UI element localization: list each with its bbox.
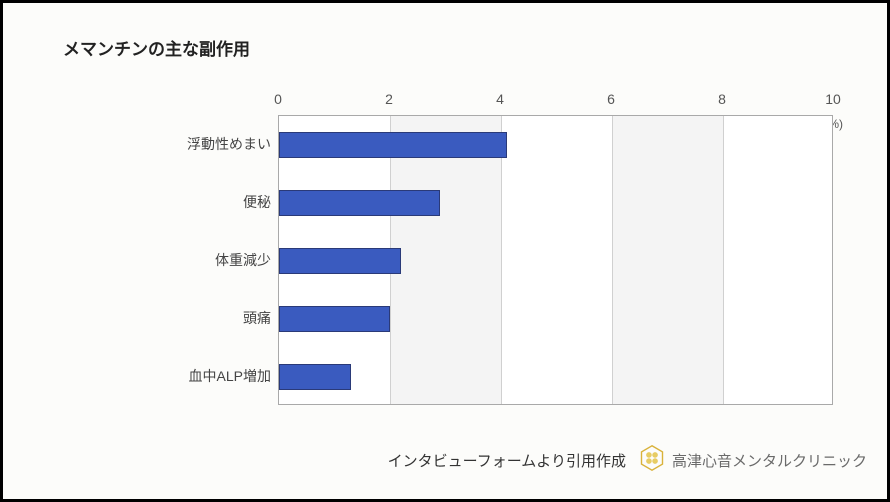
slide-title: メマンチンの主な副作用: [63, 35, 250, 60]
xtick-label: 8: [718, 91, 726, 107]
xtick-label: 2: [385, 91, 393, 107]
footer: インタビューフォームより引用作成 高津心音メンタルクリニック: [3, 444, 867, 477]
xtick-label: 0: [274, 91, 282, 107]
slide-frame: メマンチンの主な副作用 (%) 0246810浮動性めまい便秘体重減少頭痛血中A…: [0, 0, 890, 502]
bar: [279, 132, 507, 158]
bar: [279, 190, 440, 216]
plot-area: [278, 115, 833, 405]
gridline: [612, 116, 613, 404]
source-text: インタビューフォームより引用作成: [388, 450, 626, 471]
gridline: [501, 116, 502, 404]
plot-band: [390, 116, 501, 404]
bar: [279, 306, 390, 332]
brand-name: 高津心音メンタルクリニック: [672, 450, 867, 471]
category-label: 血中ALP増加: [163, 366, 271, 386]
xtick-label: 6: [607, 91, 615, 107]
bar: [279, 248, 401, 274]
bar: [279, 364, 351, 390]
category-label: 浮動性めまい: [163, 134, 271, 154]
category-label: 体重減少: [163, 250, 271, 270]
gridline: [723, 116, 724, 404]
xtick-label: 4: [496, 91, 504, 107]
brand-block: 高津心音メンタルクリニック: [638, 444, 867, 477]
brand-icon: [638, 444, 666, 477]
xtick-label: 10: [825, 91, 841, 107]
bar-chart: (%) 0246810浮動性めまい便秘体重減少頭痛血中ALP増加: [163, 85, 843, 415]
plot-band: [612, 116, 723, 404]
category-label: 便秘: [163, 192, 271, 212]
category-label: 頭痛: [163, 308, 271, 328]
